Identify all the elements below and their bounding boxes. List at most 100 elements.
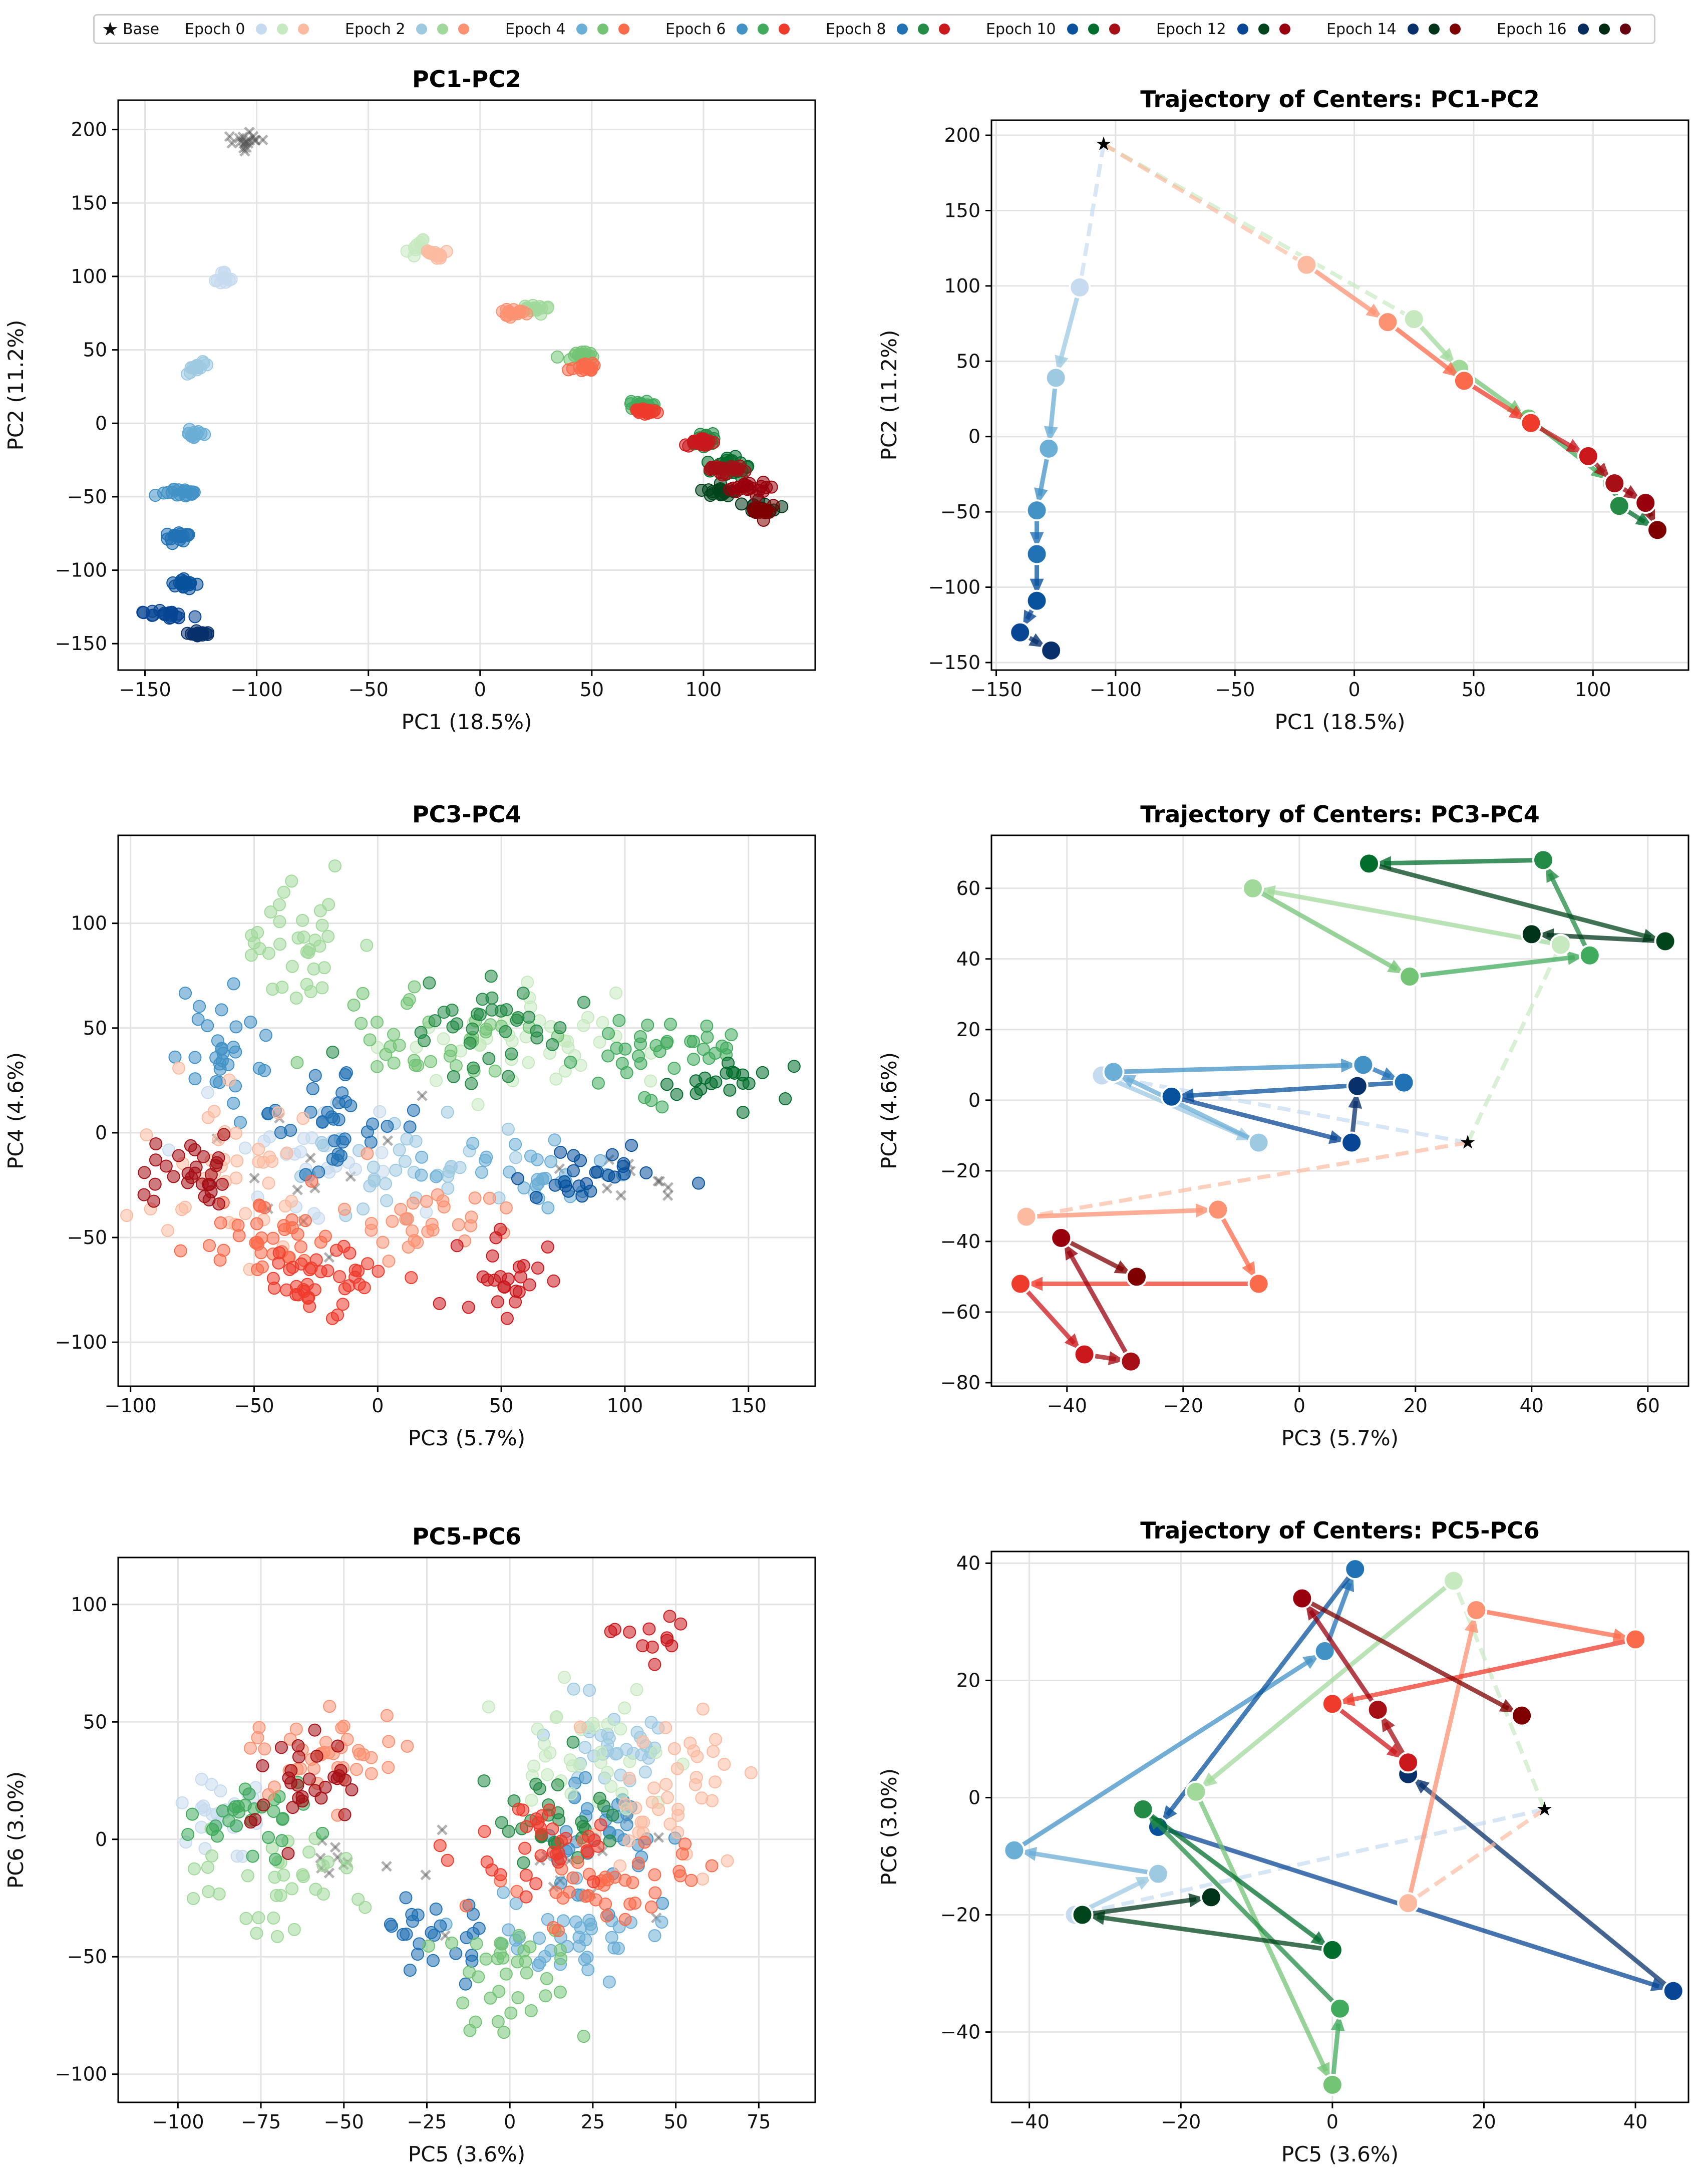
- data-point: [625, 1139, 638, 1152]
- data-point: [179, 987, 192, 1000]
- data-point: [709, 1733, 723, 1746]
- y-tick-label: −20: [940, 1904, 980, 1926]
- data-point: [341, 1733, 354, 1746]
- data-point: [721, 1854, 734, 1867]
- base-marker-stroke: [381, 1860, 392, 1872]
- x-tick-label: −25: [407, 2111, 447, 2133]
- data-point: [705, 1859, 719, 1873]
- data-point: [548, 1133, 561, 1147]
- data-point: [488, 1274, 501, 1287]
- legend-label: Epoch 2: [345, 20, 406, 38]
- data-point: [310, 1749, 323, 1763]
- legend-marker: [597, 24, 609, 35]
- trajectory-segment: [1067, 1250, 1133, 1363]
- base-marker-stroke: [292, 1184, 303, 1195]
- data-point: [660, 1078, 673, 1091]
- data-point: [718, 1757, 731, 1771]
- data-point: [252, 1198, 266, 1212]
- data-point: [644, 1074, 657, 1088]
- legend-marker: [1109, 24, 1120, 35]
- data-point: [475, 1165, 488, 1179]
- base-marker: [237, 131, 248, 143]
- data-point: [267, 1911, 280, 1925]
- data-point: [644, 1900, 658, 1914]
- data-point: [285, 1882, 299, 1896]
- legend-marker: [416, 24, 428, 35]
- axes-frame: [117, 99, 816, 671]
- data-point: [277, 1219, 290, 1232]
- legend-marker: [1598, 24, 1610, 35]
- base-marker-stroke: [329, 1841, 341, 1853]
- data-point: [484, 970, 498, 983]
- data-point: [511, 1011, 525, 1024]
- data-point: [566, 362, 579, 375]
- data-point: [622, 1771, 636, 1785]
- data-point: [756, 1066, 769, 1079]
- axes-frame: [990, 119, 1689, 671]
- data-point: [257, 1798, 270, 1812]
- data-point: [232, 1805, 246, 1819]
- base-marker-stroke: [224, 131, 235, 142]
- data-point: [459, 1977, 472, 1991]
- legend-label-base: Base: [123, 20, 160, 38]
- data-point: [655, 1897, 669, 1910]
- data-point: [623, 1625, 636, 1639]
- base-marker: [654, 1176, 665, 1187]
- trajectory-segment: [1216, 1208, 1254, 1272]
- data-point: [567, 1149, 580, 1162]
- trajectory-arrowhead: [1546, 865, 1559, 883]
- data-point: [274, 1741, 288, 1754]
- legend-marker: [1407, 24, 1419, 35]
- data-point: [382, 1761, 395, 1774]
- data-point: [332, 1096, 346, 1110]
- data-point: [441, 1853, 454, 1867]
- data-point: [286, 1801, 299, 1814]
- data-point: [287, 1923, 301, 1936]
- data-point: [600, 1765, 614, 1779]
- base-marker-stroke: [240, 136, 251, 148]
- base-marker: [662, 1182, 674, 1193]
- base-marker: [244, 135, 255, 146]
- data-point: [593, 1791, 606, 1805]
- base-marker: [238, 143, 249, 154]
- data-point: [716, 1039, 729, 1053]
- center-point: [1247, 1131, 1270, 1154]
- data-point: [345, 1783, 359, 1796]
- base-marker-stroke: [381, 1860, 392, 1872]
- data-point: [580, 1951, 594, 1964]
- center-point: [1313, 1640, 1336, 1662]
- center-point: [1344, 1558, 1367, 1581]
- data-point: [267, 1804, 280, 1818]
- data-point: [136, 605, 150, 619]
- trajectory-arrowhead: [1064, 1243, 1079, 1261]
- trajectory-segment: [1251, 886, 1398, 972]
- data-point: [411, 1059, 425, 1072]
- data-point: [399, 1891, 413, 1905]
- chart-panel: −150 −100 −50 0 50 100 −150 −100 −50 0 50 100 150 200…: [4, 66, 816, 734]
- data-point: [291, 1739, 305, 1752]
- data-point: [707, 1745, 720, 1758]
- data-point: [516, 987, 530, 1000]
- data-point: [357, 1202, 370, 1216]
- data-point: [536, 1172, 549, 1186]
- data-point: [161, 1224, 175, 1237]
- data-point: [219, 275, 232, 289]
- center-point: [1295, 253, 1318, 276]
- data-point: [517, 1944, 531, 1958]
- data-point: [400, 244, 414, 258]
- data-point: [365, 1223, 378, 1237]
- x-axis-label: PC1 (18.5%): [402, 710, 532, 734]
- data-point: [222, 1073, 236, 1087]
- data-point: [281, 1846, 295, 1860]
- data-point: [601, 1718, 614, 1731]
- legend-item-epoch: Epoch 0: [185, 16, 309, 43]
- center-point: [1015, 1205, 1038, 1228]
- data-point: [695, 483, 709, 497]
- data-point: [701, 1031, 714, 1044]
- data-point: [459, 1899, 473, 1913]
- legend-marker: [779, 24, 790, 35]
- base-marker: [238, 138, 250, 149]
- data-point: [670, 1088, 684, 1101]
- legend-label: Epoch 0: [185, 20, 245, 38]
- base-marker-stroke: [238, 138, 250, 149]
